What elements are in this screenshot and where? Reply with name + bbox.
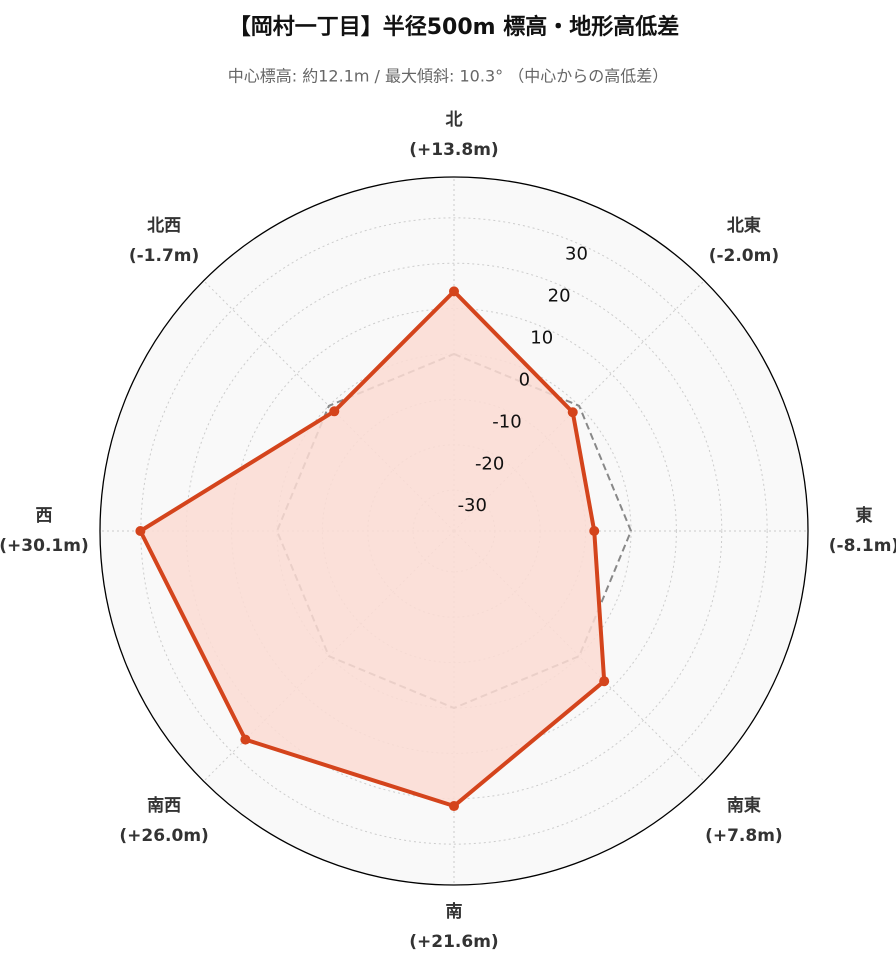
value-label: (+13.8m) (409, 140, 498, 160)
data-point (589, 526, 600, 536)
r-tick-label: -10 (492, 411, 521, 432)
data-area (140, 291, 605, 807)
value-label: (+21.6m) (409, 932, 498, 952)
category-label: 西 (36, 506, 53, 526)
category-label: 南西 (147, 795, 181, 816)
r-tick-label: 10 (530, 327, 553, 348)
data-point (135, 526, 146, 536)
r-tick-label: 0 (519, 369, 530, 390)
value-label: (+7.8m) (705, 826, 783, 846)
value-label: (-8.1m) (829, 536, 896, 556)
r-tick-label: 30 (565, 244, 588, 265)
value-label: (+26.0m) (119, 826, 208, 846)
chart-subtitle: 中心標高: 約12.1m / 最大傾斜: 10.3° （中心からの高低差） (228, 67, 668, 86)
r-tick-label: -30 (458, 495, 487, 516)
category-label: 南 (446, 901, 463, 922)
r-tick-label: -20 (475, 453, 504, 474)
r-tick-label: 20 (548, 286, 571, 307)
grid-circle (231, 308, 677, 754)
data-point (449, 286, 459, 297)
outer-circle (99, 176, 809, 886)
category-label: 北西 (147, 216, 181, 236)
value-label: (+30.1m) (0, 536, 89, 556)
grid-circle (140, 217, 768, 845)
value-label: (-2.0m) (709, 246, 779, 266)
category-label: 北 (446, 110, 463, 130)
category-label: 南東 (727, 795, 761, 816)
category-label: 北東 (727, 215, 761, 236)
data-point (599, 676, 610, 687)
data-point (329, 406, 340, 417)
data-point (567, 407, 578, 418)
value-label: (-1.7m) (129, 246, 199, 266)
chart-title: 【岡村一丁目】半径500m 標高・地形高低差 (229, 14, 680, 40)
data-point (449, 801, 459, 812)
category-label: 東 (856, 505, 873, 526)
data-point (240, 734, 251, 745)
